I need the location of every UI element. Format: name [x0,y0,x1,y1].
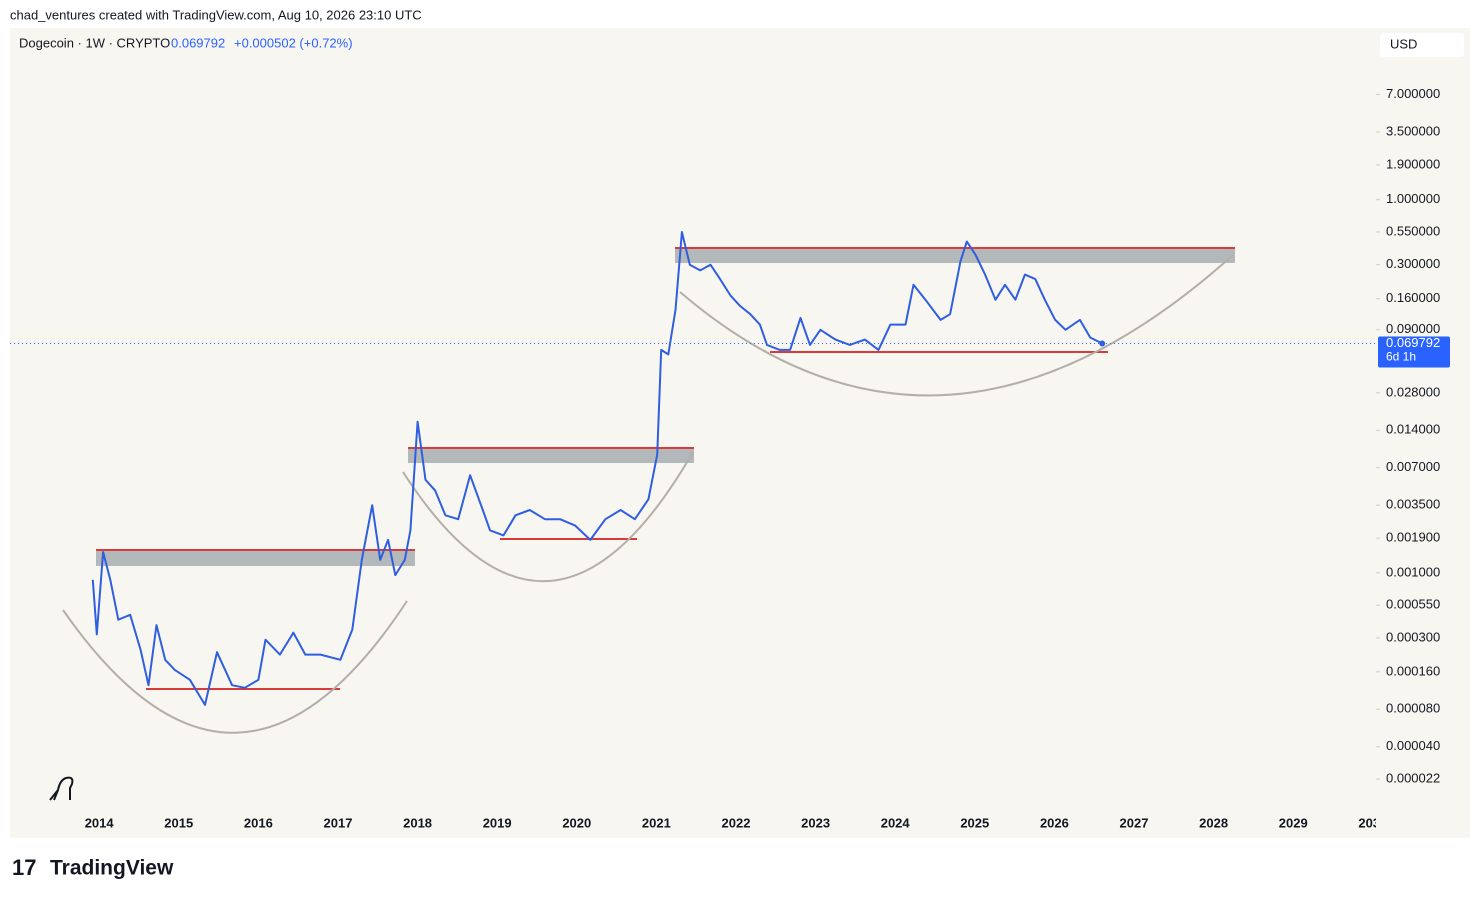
y-tick-label: 0.000040 [1386,738,1440,753]
y-tick-label: 0.014000 [1386,422,1440,437]
x-tick-label: 2019 [483,815,512,830]
cup-curves [62,254,1234,734]
x-tick-label: 2016 [244,815,273,830]
x-tick-label: 2023 [801,815,830,830]
logo-mark: 17 [12,855,36,880]
y-tick-label: 0.001000 [1386,564,1440,579]
y-tick-label: 0.000300 [1386,629,1440,644]
x-tick-label: 2025 [960,815,989,830]
y-tick-label: 3.500000 [1386,123,1440,138]
y-tick-label: 0.160000 [1386,290,1440,305]
x-tick-label: 2018 [403,815,432,830]
x-tick-label: 2017 [324,815,353,830]
x-tick-label: 2030 [1358,815,1387,830]
level-lines [96,247,1235,690]
x-tick-label: 2021 [642,815,671,830]
x-tick-label: 2022 [722,815,751,830]
dino-icon[interactable] [49,776,74,801]
y-tick-label: 0.000022 [1386,770,1440,785]
x-tick-label: 2027 [1120,815,1149,830]
y-tick-label: 0.000160 [1386,663,1440,678]
x-axis: 2014 2015 2016 2017 2018 2019 2020 2021 2022 2023… [85,815,1387,830]
price-line [91,231,1103,706]
header-price: 0.069792 [171,35,225,50]
x-tick-label: 2024 [881,815,911,830]
x-tick-label: 2028 [1199,815,1228,830]
y-tick-label: 1.900000 [1386,156,1440,171]
price-label: 0.069792 [1386,335,1440,350]
symbol: Dogecoin · 1W · CRYPTO [19,35,170,50]
x-tick-label: 2029 [1279,815,1308,830]
currency[interactable]: USD [1390,36,1417,51]
y-tick-label: 0.028000 [1386,384,1440,399]
y-tick-label: 0.300000 [1386,256,1440,271]
zone [408,448,694,463]
zone [675,248,1235,263]
y-tick-label: 0.003500 [1386,497,1440,512]
y-tick-label: 1.000000 [1386,191,1440,206]
credit: chad_ventures created with TradingView.c… [10,7,422,22]
chart-background [10,28,1470,838]
x-tick-label: 2020 [562,815,591,830]
currency-box[interactable] [1380,33,1464,57]
x-tick-label: 2015 [164,815,193,830]
plot [62,231,1235,734]
brand: TradingView [50,857,174,880]
y-tick-label: 0.001900 [1386,530,1440,545]
price-label-box [1378,336,1450,368]
zone [96,550,415,566]
y-tick-label: 0.090000 [1386,321,1440,336]
y-tick-label: 0.000080 [1386,701,1440,716]
y-tick-label: 7.000000 [1386,86,1440,101]
countdown: 6d 1h [1386,350,1416,364]
y-tick-label: 0.550000 [1386,223,1440,238]
header-change: +0.000502 (+0.72%) [234,35,353,50]
x-tick-label: 2026 [1040,815,1069,830]
x-tick-label: 2014 [85,815,115,830]
y-tick-label: 0.000550 [1386,597,1440,612]
y-tick-label: 0.007000 [1386,459,1440,474]
drawings [62,247,1235,734]
